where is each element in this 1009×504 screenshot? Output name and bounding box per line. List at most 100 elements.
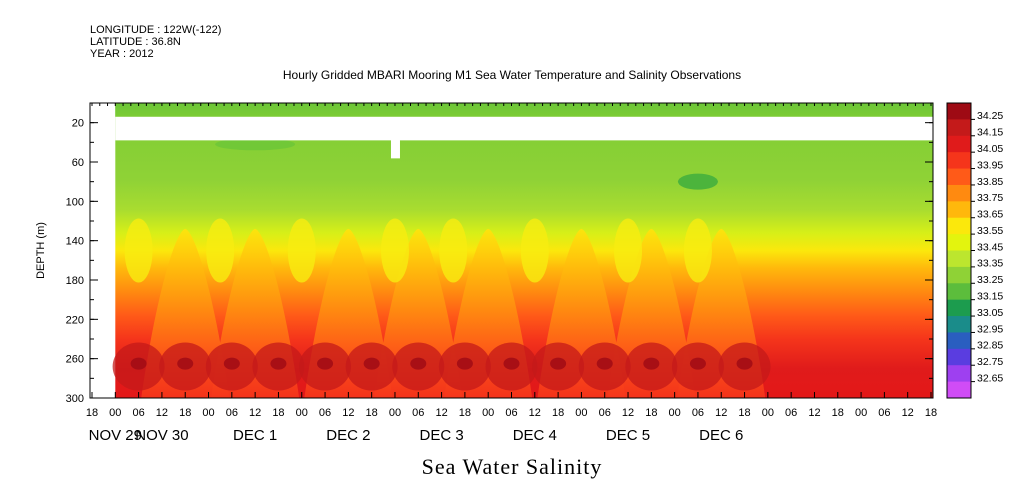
max-salinity-core <box>363 357 380 370</box>
low-salinity-patch <box>677 173 718 190</box>
x-day-label: DEC 4 <box>513 427 557 444</box>
x-hour-label: 18 <box>645 407 657 419</box>
salinity-trough <box>206 218 235 283</box>
x-hour-label: 18 <box>552 407 564 419</box>
metadata-block: LONGITUDE : 122W(-122) LATITUDE : 36.8N … <box>90 24 221 60</box>
salinity-trough <box>439 218 468 283</box>
max-salinity-core <box>223 357 240 370</box>
colorbar-swatch <box>947 381 971 399</box>
x-hour-label: 00 <box>855 407 867 419</box>
max-salinity-core <box>177 357 194 370</box>
x-hour-label: 06 <box>226 407 238 419</box>
salinity-trough <box>287 218 316 283</box>
salinity-trough <box>380 218 409 283</box>
x-day-label: DEC 6 <box>699 427 743 444</box>
x-day-label: DEC 2 <box>326 427 370 444</box>
y-tick-label: 140 <box>66 236 84 248</box>
colorbar-swatch <box>947 201 971 219</box>
colorbar-swatch <box>947 266 971 284</box>
y-tick-label: 220 <box>66 314 84 326</box>
x-hour-label: 18 <box>738 407 750 419</box>
y-tick-label: 100 <box>66 196 84 208</box>
colorbar-label: 32.65 <box>977 372 1003 384</box>
x-hour-label: 18 <box>832 407 844 419</box>
colorbar-swatch <box>947 365 971 383</box>
y-tick-label: 300 <box>66 393 84 405</box>
x-hour-label: 12 <box>529 407 541 419</box>
x-day-label: DEC 5 <box>606 427 650 444</box>
y-axis-label: DEPTH (m) <box>35 222 47 279</box>
x-hour-label: 06 <box>878 407 890 419</box>
x-hour-label: 12 <box>156 407 168 419</box>
x-hour-label: 12 <box>435 407 447 419</box>
x-hour-label: 12 <box>808 407 820 419</box>
x-hour-label: 06 <box>785 407 797 419</box>
colorbar-label: 33.65 <box>977 209 1003 221</box>
x-hour-label: 18 <box>925 407 937 419</box>
x-hour-label: 12 <box>902 407 914 419</box>
max-salinity-core <box>410 357 427 370</box>
colorbar-swatch <box>947 299 971 317</box>
colorbar-label: 33.95 <box>977 159 1003 171</box>
max-salinity-core <box>736 357 753 370</box>
colorbar-label: 33.55 <box>977 225 1003 237</box>
x-hour-label: 18 <box>366 407 378 419</box>
colorbar-label: 34.15 <box>977 127 1003 139</box>
colorbar-swatch <box>947 316 971 333</box>
colorbar-label: 32.75 <box>977 356 1003 368</box>
x-day-label: NOV 29 <box>89 427 142 444</box>
longitude-label: LONGITUDE : 122W(-122) <box>90 24 222 36</box>
x-hour-label: 06 <box>599 407 611 419</box>
surface-layer <box>115 103 933 117</box>
colorbar-label: 34.05 <box>977 143 1003 155</box>
x-hour-label: 00 <box>389 407 401 419</box>
x-hour-label: 00 <box>109 407 121 419</box>
x-hour-label: 00 <box>202 407 214 419</box>
x-hour-label: 06 <box>319 407 331 419</box>
x-hour-label: 06 <box>692 407 704 419</box>
missing-data-gap <box>390 139 400 159</box>
max-salinity-core <box>643 357 660 370</box>
x-day-label: NOV 30 <box>135 427 188 444</box>
x-hour-label: 12 <box>249 407 261 419</box>
x-hour-label: 06 <box>132 407 144 419</box>
max-salinity-core <box>456 357 473 370</box>
low-salinity-patch <box>215 138 296 151</box>
x-hour-label: 06 <box>505 407 517 419</box>
x-hour-label: 06 <box>412 407 424 419</box>
salinity-trough <box>614 218 643 283</box>
colorbar-swatch <box>947 152 971 170</box>
max-salinity-core <box>550 357 567 370</box>
colorbar-swatch <box>947 135 971 153</box>
colorbar-label: 32.95 <box>977 323 1003 335</box>
max-salinity-core <box>317 357 334 370</box>
x-day-label: DEC 1 <box>233 427 277 444</box>
colorbar-label: 33.35 <box>977 258 1003 270</box>
max-salinity-core <box>689 357 706 370</box>
colorbar-swatch <box>947 119 971 137</box>
colorbar-swatch <box>947 234 971 251</box>
salinity-trough <box>520 218 549 283</box>
colorbar-label: 32.85 <box>977 340 1003 352</box>
colorbar-swatch <box>947 184 971 202</box>
x-hour-label: 00 <box>669 407 681 419</box>
missing-data-band <box>115 116 933 141</box>
max-salinity-core <box>130 357 147 370</box>
variable-title: Sea Water Salinity <box>421 454 603 479</box>
y-tick-label: 60 <box>72 157 84 169</box>
colorbar-swatch <box>947 348 971 366</box>
x-day-label: DEC 3 <box>419 427 463 444</box>
x-hour-label: 12 <box>622 407 634 419</box>
max-salinity-core <box>270 357 287 370</box>
x-hour-label: 18 <box>459 407 471 419</box>
colorbar-swatch <box>947 332 971 350</box>
chart-title: Hourly Gridded MBARI Mooring M1 Sea Wate… <box>282 68 742 82</box>
colorbar-label: 33.85 <box>977 176 1003 188</box>
colorbar-swatch <box>947 217 971 235</box>
salinity-trough <box>124 218 153 283</box>
x-hour-label: 12 <box>715 407 727 419</box>
colorbar-label: 33.45 <box>977 241 1003 253</box>
x-hour-label: 00 <box>762 407 774 419</box>
salinity-trough <box>683 218 712 283</box>
